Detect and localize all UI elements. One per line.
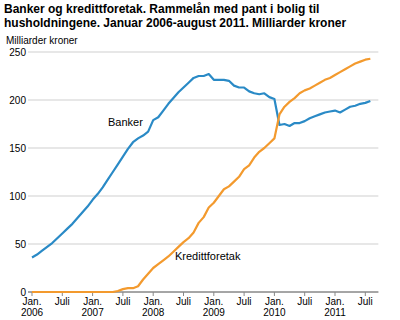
grid-line (28, 148, 378, 149)
x-tick-label: Juli (115, 296, 130, 307)
x-tick-label: Jan.2006 (21, 296, 44, 318)
x-tick-label: Juli (358, 296, 373, 307)
x-tick-label: Jan.2007 (81, 296, 104, 318)
line (32, 74, 370, 257)
y-tick-label: 200 (9, 95, 26, 106)
x-tick-label: Juli (176, 296, 191, 307)
series-label: Kredittforetak (175, 250, 241, 262)
chart: Banker og kredittforetak. Rammelån med p… (0, 0, 400, 320)
grid-line (28, 244, 378, 245)
x-tick-label: Jan.2010 (263, 296, 286, 318)
x-tick-label: Jan.2009 (203, 296, 226, 318)
plot: Milliarder kroner050100150200250Jan.2006… (0, 0, 400, 320)
x-tick-label: Juli (237, 296, 252, 307)
y-label: Milliarder kroner (6, 35, 78, 46)
x-tick-label: Jan.2008 (142, 296, 165, 318)
y-tick-label: 50 (15, 239, 27, 250)
y-tick-label: 150 (9, 143, 26, 154)
title: Banker og kredittforetak. Rammelån med p… (4, 2, 396, 30)
y-tick-label: 100 (9, 191, 26, 202)
x-tick-label: Juli (55, 296, 70, 307)
x-tick-label: Jan.2011 (324, 296, 346, 318)
series-group (32, 59, 370, 292)
grid-line (28, 100, 378, 101)
grid-line (28, 196, 378, 197)
x-tick-label: Juli (297, 296, 312, 307)
line (32, 59, 370, 292)
grid-line (28, 52, 378, 53)
series-label: Banker (108, 116, 143, 128)
y-tick-label: 250 (9, 47, 26, 58)
